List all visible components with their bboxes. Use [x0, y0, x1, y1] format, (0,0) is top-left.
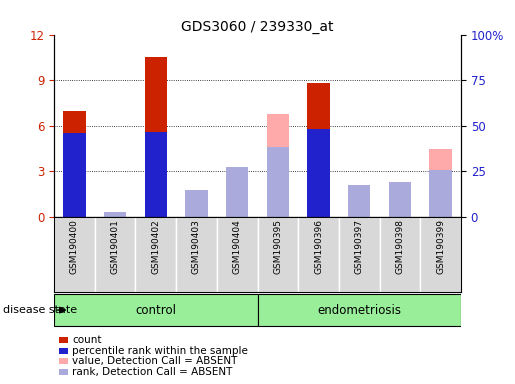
FancyBboxPatch shape: [54, 217, 95, 292]
Text: disease state: disease state: [3, 305, 77, 315]
Text: rank, Detection Call = ABSENT: rank, Detection Call = ABSENT: [72, 367, 232, 377]
Bar: [348, 199, 370, 217]
FancyBboxPatch shape: [420, 217, 461, 292]
Text: GSM190401: GSM190401: [111, 219, 119, 274]
FancyBboxPatch shape: [258, 217, 298, 292]
Bar: [267, 114, 289, 217]
FancyBboxPatch shape: [380, 217, 420, 292]
FancyBboxPatch shape: [135, 217, 176, 292]
Bar: [59, 358, 68, 364]
FancyBboxPatch shape: [339, 217, 380, 292]
Bar: [63, 111, 85, 217]
Bar: [389, 194, 411, 217]
FancyBboxPatch shape: [258, 294, 461, 326]
Bar: [307, 129, 330, 217]
FancyBboxPatch shape: [176, 217, 217, 292]
Text: control: control: [135, 304, 176, 316]
Text: value, Detection Call = ABSENT: value, Detection Call = ABSENT: [72, 356, 237, 366]
Bar: [59, 348, 68, 354]
Title: GDS3060 / 239330_at: GDS3060 / 239330_at: [181, 20, 334, 33]
Text: GSM190400: GSM190400: [70, 219, 79, 274]
FancyBboxPatch shape: [298, 217, 339, 292]
Text: GSM190395: GSM190395: [273, 219, 282, 274]
Bar: [185, 207, 208, 217]
FancyBboxPatch shape: [95, 217, 135, 292]
Text: GSM190397: GSM190397: [355, 219, 364, 274]
Text: GSM190396: GSM190396: [314, 219, 323, 274]
Text: GSM190404: GSM190404: [233, 219, 242, 274]
FancyBboxPatch shape: [54, 294, 258, 326]
Bar: [430, 170, 452, 217]
FancyBboxPatch shape: [217, 217, 258, 292]
Bar: [389, 182, 411, 217]
Bar: [348, 185, 370, 217]
Text: GSM190398: GSM190398: [396, 219, 404, 274]
Text: endometriosis: endometriosis: [317, 304, 401, 316]
Bar: [267, 147, 289, 217]
Bar: [145, 57, 167, 217]
Bar: [430, 149, 452, 217]
Text: count: count: [72, 335, 101, 345]
Bar: [59, 337, 68, 343]
Text: GSM190403: GSM190403: [192, 219, 201, 274]
Bar: [226, 176, 248, 217]
Bar: [226, 167, 248, 217]
Text: GSM190402: GSM190402: [151, 219, 160, 274]
Bar: [145, 132, 167, 217]
Bar: [63, 133, 85, 217]
Text: GSM190399: GSM190399: [436, 219, 445, 274]
Bar: [307, 83, 330, 217]
Bar: [104, 212, 126, 217]
Text: percentile rank within the sample: percentile rank within the sample: [72, 346, 248, 356]
Bar: [59, 369, 68, 375]
Bar: [185, 190, 208, 217]
